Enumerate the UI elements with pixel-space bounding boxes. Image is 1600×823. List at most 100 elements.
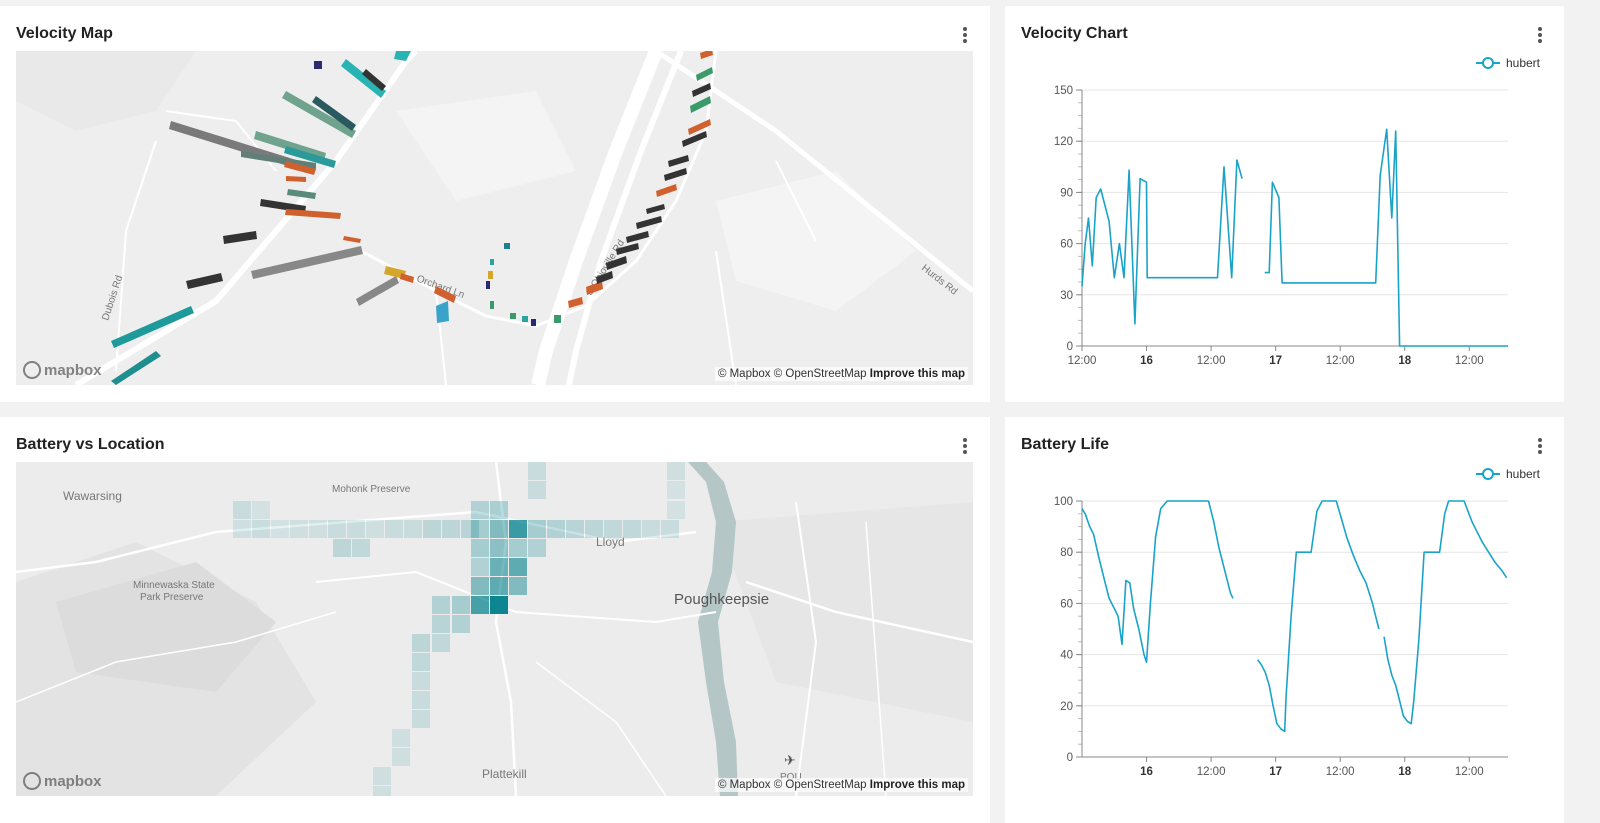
map-attribution: © Mapbox © OpenStreetMap Improve this ma…: [714, 367, 968, 381]
x-tick-label: 17: [1269, 355, 1282, 367]
legend-circle-icon: [1475, 467, 1500, 481]
heatmap-tile: [490, 596, 508, 614]
heatmap-tile: [309, 520, 327, 538]
heatmap-tile: [509, 577, 527, 595]
improve-map-link[interactable]: Improve this map: [869, 368, 965, 380]
road-label: Hurds Rd: [919, 263, 959, 298]
kebab-dot-icon: [963, 27, 967, 31]
heatmap-tile: [509, 558, 527, 576]
heatmap-tile: [373, 767, 391, 785]
battery-line-chart[interactable]: 0 20 40 60 80 100 16 12:00 17 12:00 18 12:00: [1005, 417, 1564, 823]
heatmap-tile: [661, 520, 679, 538]
heatmap-tile: [452, 596, 470, 614]
x-tick-label: 12:00: [1455, 766, 1484, 778]
chart-legend[interactable]: hubert: [1475, 56, 1540, 70]
heatmap-tile: [392, 729, 410, 747]
battery-map-title: Battery vs Location: [16, 436, 165, 453]
battery-map-canvas[interactable]: Wawarsing Mohonk Preserve Minnewaska Sta…: [16, 462, 973, 796]
y-tick-label: 60: [1060, 598, 1073, 610]
attribution-text[interactable]: © Mapbox © OpenStreetMap: [717, 368, 867, 380]
heatmap-tile: [471, 520, 489, 538]
heatmap-tile: [471, 558, 489, 576]
heatmap-tile: [333, 539, 351, 557]
heatmap-tile: [352, 539, 370, 557]
place-label: POU: [780, 772, 802, 783]
battery-map-menu-button[interactable]: [958, 436, 972, 454]
heatmap-tile: [432, 634, 450, 652]
heatmap-tile: [452, 615, 470, 633]
heatmap-tile: [471, 577, 489, 595]
heatmap-tile: [490, 520, 508, 538]
y-tick-label: 60: [1060, 239, 1073, 251]
place-label: Wawarsing: [63, 489, 122, 503]
x-tick-label: 12:00: [1326, 355, 1355, 367]
heatmap-tile: [412, 653, 430, 671]
heatmap-tile: [412, 672, 430, 690]
x-tick-label: 12:00: [1068, 355, 1097, 367]
series-line: [1081, 159, 1243, 325]
x-tick-label: 12:00: [1197, 766, 1226, 778]
mapbox-logo[interactable]: mapbox: [23, 361, 102, 379]
map-attribution: © Mapbox © OpenStreetMap Improve this ma…: [714, 778, 968, 792]
heatmap-tile: [328, 520, 346, 538]
battery-chart-title: Battery Life: [1021, 436, 1110, 453]
mapbox-logo-icon: [23, 772, 41, 790]
heatmap-tile: [385, 520, 403, 538]
velocity-map[interactable]: Dubois Rd Orchard Ln S Ohioville Rd Hurd…: [16, 51, 973, 385]
y-tick-label: 0: [1067, 752, 1073, 764]
legend-circle-icon: [1475, 56, 1500, 70]
x-tick-label: 16: [1140, 355, 1153, 367]
heatmap-tile: [547, 520, 565, 538]
mapbox-logo[interactable]: mapbox: [23, 772, 102, 790]
velocity-map-card: Velocity Map Dubois Rd Orchard Ln S Ohio…: [0, 6, 990, 402]
heatmap-tile: [585, 520, 603, 538]
heatmap-tile: [528, 539, 546, 557]
battery-location-map[interactable]: Wawarsing Mohonk Preserve Minnewaska Sta…: [16, 462, 973, 796]
heatmap-tile: [667, 481, 685, 499]
series-line: [1256, 659, 1287, 733]
heatmap-tile: [432, 596, 450, 614]
velocity-map-menu-button[interactable]: [958, 25, 972, 43]
velocity-map-canvas[interactable]: Dubois Rd Orchard Ln S Ohioville Rd Hurd…: [16, 51, 973, 385]
x-tick-label: 12:00: [1326, 766, 1355, 778]
heatmap-tile: [528, 520, 546, 538]
heatmap-tile: [412, 634, 430, 652]
velocity-chart-title: Velocity Chart: [1021, 25, 1128, 42]
battery-chart-card: Battery Life hubert 0 20 40 60 80 100 16 12:00 1…: [1005, 417, 1564, 823]
heatmap-tile: [528, 481, 546, 499]
battery-heatmap: [233, 462, 685, 796]
kebab-dot-icon: [1538, 438, 1542, 442]
heatmap-tile: [471, 501, 489, 519]
series-line: [1081, 500, 1234, 664]
improve-map-link[interactable]: Improve this map: [869, 779, 965, 791]
battery-chart-menu-button[interactable]: [1533, 436, 1547, 454]
kebab-dot-icon: [1538, 27, 1542, 31]
velocity-chart-menu-button[interactable]: [1533, 25, 1547, 43]
velocity-line-chart[interactable]: 0 30 60 90 120 150 12:00 16 12:00 17 12:00 18 12:00: [1005, 6, 1564, 402]
heatmap-tile: [667, 501, 685, 519]
heatmap-tile: [423, 520, 441, 538]
heatmap-tile: [471, 596, 489, 614]
x-tick-label: 18: [1398, 766, 1411, 778]
heatmap-tile: [252, 520, 270, 538]
attribution-text[interactable]: © Mapbox © OpenStreetMap: [717, 779, 867, 791]
heatmap-tile: [412, 691, 430, 709]
series-line: [1264, 128, 1508, 347]
series-line: [1383, 500, 1508, 725]
y-tick-label: 90: [1060, 187, 1073, 199]
airport-icon: ✈: [784, 752, 796, 768]
heatmap-tile: [271, 520, 289, 538]
x-tick-label: 12:00: [1197, 355, 1226, 367]
x-tick-label: 17: [1269, 766, 1282, 778]
y-tick-label: 20: [1060, 701, 1073, 713]
y-tick-label: 120: [1054, 136, 1073, 148]
heatmap-tile: [604, 520, 622, 538]
heatmap-tile: [509, 520, 527, 538]
heatmap-tile: [252, 501, 270, 519]
chart-legend[interactable]: hubert: [1475, 467, 1540, 481]
heatmap-tile: [366, 520, 384, 538]
heatmap-tile: [509, 539, 527, 557]
x-tick-label: 18: [1398, 355, 1411, 367]
heatmap-tile: [412, 710, 430, 728]
road-label: Orchard Ln: [415, 273, 466, 300]
